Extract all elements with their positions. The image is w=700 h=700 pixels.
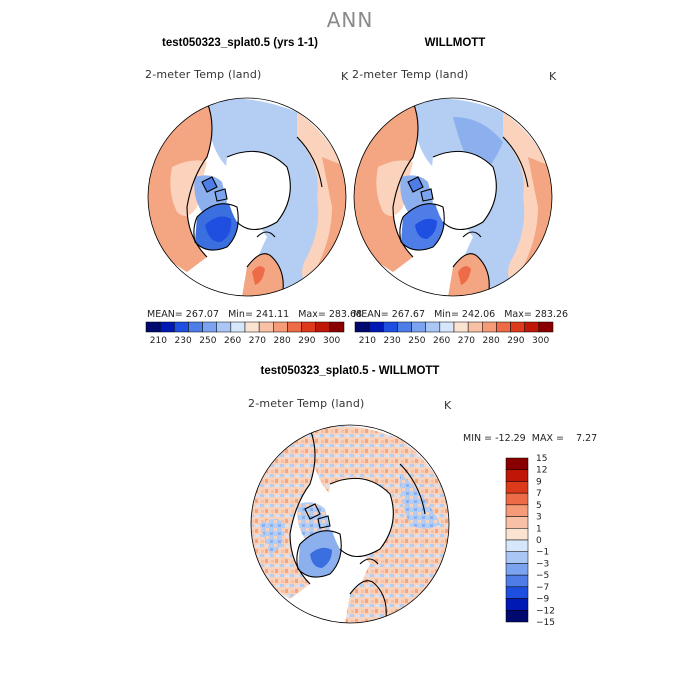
colorbar-tick-label: −9 bbox=[536, 595, 550, 605]
colorbar-swatch bbox=[505, 481, 529, 494]
panel-2-variable: 2-meter Temp (land) bbox=[352, 68, 469, 81]
colorbar-tick-label: −5 bbox=[536, 571, 549, 581]
colorbar-swatch bbox=[505, 469, 529, 482]
panel-3-variable: 2-meter Temp (land) bbox=[248, 397, 365, 410]
map-difference bbox=[250, 424, 450, 624]
panel-3-stats: MIN = -12.29 MAX = 7.27 bbox=[463, 433, 598, 444]
colorbar-swatch bbox=[368, 321, 384, 333]
colorbar-tick-label: 250 bbox=[199, 336, 216, 346]
map-model bbox=[147, 97, 347, 297]
colorbar-swatch bbox=[505, 457, 529, 470]
panel-1-units: K bbox=[341, 70, 349, 83]
colorbar-tick-label: 270 bbox=[249, 336, 266, 346]
map-observed bbox=[353, 97, 553, 297]
colorbar-swatch bbox=[216, 321, 232, 333]
colorbar-swatch bbox=[505, 539, 529, 552]
colorbar-tick-label: 300 bbox=[532, 336, 549, 346]
colorbar-swatch bbox=[505, 551, 529, 564]
panel-1-title: test050323_splat0.5 (yrs 1-1) bbox=[162, 37, 318, 49]
colorbar-swatch bbox=[202, 321, 217, 333]
colorbar-panel-1: 210 230 250 260 270 280 290 300 bbox=[145, 321, 345, 346]
colorbar-swatch bbox=[538, 321, 554, 333]
colorbar-swatch bbox=[505, 574, 529, 588]
colorbar-swatch bbox=[524, 321, 540, 333]
panel-3-title: test050323_splat0.5 - WILLMOTT bbox=[260, 365, 440, 377]
colorbar-tick-label: 15 bbox=[536, 454, 547, 464]
colorbar-tick-label: 1 bbox=[536, 524, 542, 534]
colorbar-swatch bbox=[439, 321, 455, 333]
colorbar-tick-label: 5 bbox=[536, 501, 542, 511]
colorbar-swatch bbox=[411, 321, 426, 333]
colorbar-tick-label: −3 bbox=[536, 559, 549, 569]
colorbar-tick-label: 260 bbox=[433, 336, 450, 346]
colorbar-swatch bbox=[174, 321, 189, 333]
colorbar-swatch bbox=[482, 321, 497, 333]
colorbar-tick-label: 260 bbox=[224, 336, 241, 346]
colorbar-tick-label: 210 bbox=[150, 336, 167, 346]
colorbar-panel-2: 210 230 250 260 270 280 290 300 bbox=[354, 321, 554, 346]
colorbar-tick-label: 230 bbox=[384, 336, 401, 346]
panel-1-stats: MEAN= 267.07 Min= 241.11 Max= 283.68 bbox=[147, 309, 363, 320]
colorbar-tick-label: 12 bbox=[536, 466, 547, 476]
colorbar-swatch bbox=[505, 610, 529, 623]
colorbar-tick-label: 250 bbox=[408, 336, 425, 346]
panel-2-units: K bbox=[549, 70, 557, 83]
panel-1-variable: 2-meter Temp (land) bbox=[145, 68, 262, 81]
colorbar-swatch bbox=[397, 321, 412, 333]
colorbar-swatch bbox=[505, 598, 529, 611]
colorbar-swatch bbox=[505, 492, 529, 506]
colorbar-swatch bbox=[159, 321, 175, 333]
colorbar-tick-label: 3 bbox=[536, 513, 542, 523]
colorbar-swatch bbox=[258, 321, 274, 333]
colorbar-tick-label: 0 bbox=[536, 536, 542, 546]
colorbar-tick-label: 7 bbox=[536, 489, 542, 499]
colorbar-tick-label: 9 bbox=[536, 477, 542, 487]
colorbar-swatch bbox=[505, 504, 529, 517]
colorbar-tick-label: 270 bbox=[458, 336, 475, 346]
colorbar-swatch bbox=[505, 586, 529, 599]
colorbar-tick-label: 280 bbox=[483, 336, 500, 346]
colorbar-swatch bbox=[145, 321, 161, 333]
colorbar-swatch bbox=[188, 321, 203, 333]
colorbar-swatch bbox=[230, 321, 246, 333]
colorbar-difference: 15 129 7 5 31 0 −1−3 −5 −7 −9−12 −15 bbox=[505, 454, 555, 628]
colorbar-tick-label: 210 bbox=[359, 336, 376, 346]
colorbar-tick-label: −12 bbox=[536, 606, 555, 616]
colorbar-tick-label: 290 bbox=[507, 336, 524, 346]
colorbar-swatch bbox=[425, 321, 441, 333]
panel-3-units: K bbox=[444, 399, 452, 412]
colorbar-swatch bbox=[354, 321, 370, 333]
colorbar-tick-label: −1 bbox=[536, 548, 549, 558]
colorbar-tick-label: 230 bbox=[175, 336, 192, 346]
colorbar-tick-label: 300 bbox=[323, 336, 340, 346]
colorbar-swatch bbox=[510, 321, 525, 333]
colorbar-swatch bbox=[329, 321, 345, 333]
colorbar-swatch bbox=[273, 321, 288, 333]
panel-2-stats: MEAN= 267.67 Min= 242.06 Max= 283.26 bbox=[353, 309, 569, 320]
colorbar-swatch bbox=[496, 321, 511, 333]
colorbar-swatch bbox=[383, 321, 398, 333]
colorbar-swatch bbox=[467, 321, 483, 333]
colorbar-tick-label: 290 bbox=[298, 336, 315, 346]
figure-title: ANN bbox=[326, 8, 374, 32]
colorbar-tick-label: 280 bbox=[274, 336, 291, 346]
colorbar-swatch bbox=[287, 321, 302, 333]
colorbar-swatch bbox=[315, 321, 331, 333]
colorbar-swatch bbox=[505, 528, 529, 541]
colorbar-swatch bbox=[505, 516, 529, 529]
colorbar-swatch bbox=[301, 321, 316, 333]
colorbar-tick-label: −15 bbox=[536, 618, 555, 628]
colorbar-swatch bbox=[453, 321, 469, 333]
colorbar-tick-label: −7 bbox=[536, 583, 549, 593]
panel-2-title: WILLMOTT bbox=[424, 37, 486, 49]
colorbar-swatch bbox=[505, 563, 529, 576]
colorbar-swatch bbox=[244, 321, 260, 333]
